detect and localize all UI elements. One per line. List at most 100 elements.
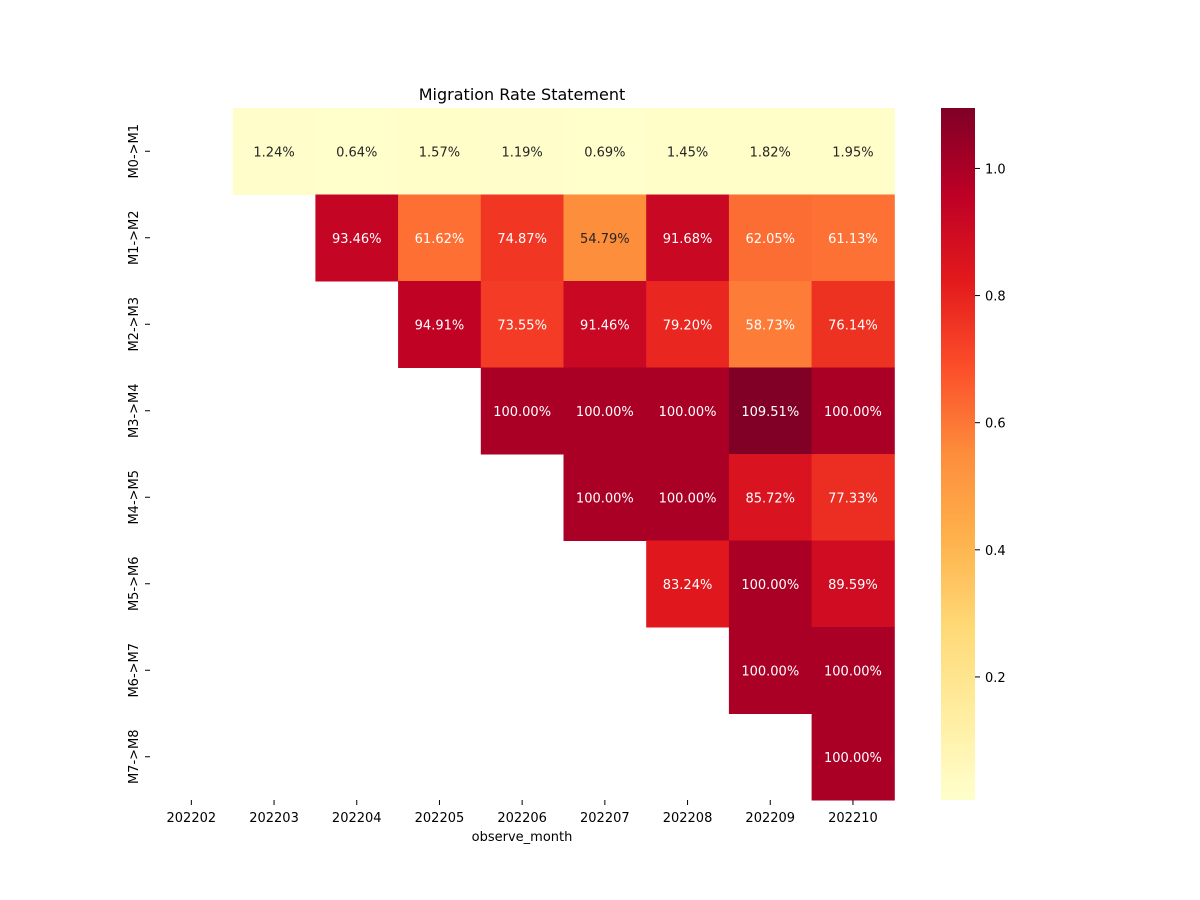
- cell-annotation: 77.33%: [828, 491, 878, 506]
- cell-annotation: 74.87%: [497, 232, 547, 247]
- heatmap-cell: [563, 194, 647, 282]
- y-tick-label: M5->M6: [127, 556, 142, 611]
- heatmap-cell: [398, 281, 482, 368]
- cell-annotation: 100.00%: [824, 751, 882, 766]
- heatmap-cell: [646, 540, 730, 628]
- heatmap-cells: [232, 108, 895, 801]
- cell-annotation: 1.57%: [419, 145, 460, 160]
- heatmap-cell: [811, 194, 895, 282]
- heatmap-cell: [480, 367, 564, 455]
- x-tick-label: 202207: [580, 811, 630, 826]
- cell-annotation: 89.59%: [828, 578, 878, 593]
- x-tick-label: 202206: [497, 811, 547, 826]
- heatmap-cell: [811, 281, 895, 368]
- colorbar: [941, 108, 975, 800]
- cell-annotation: 100.00%: [824, 664, 882, 679]
- heatmap-cell: [315, 108, 399, 195]
- colorbar-tick-label: 0.4: [985, 544, 1006, 559]
- heatmap-cell: [728, 540, 813, 628]
- x-tick-label: 202209: [745, 811, 795, 826]
- heatmap-cell: [398, 108, 482, 195]
- cell-annotation: 100.00%: [824, 405, 882, 420]
- cell-annotation: 94.91%: [415, 318, 465, 333]
- cell-annotation: 1.95%: [832, 145, 873, 160]
- cell-annotation: 93.46%: [332, 232, 382, 247]
- y-tick-label: M3->M4: [127, 383, 142, 438]
- cell-annotation: 100.00%: [741, 578, 799, 593]
- heatmap-cell: [728, 194, 813, 282]
- x-tick-label: 202208: [663, 811, 713, 826]
- y-tick-label: M0->M1: [127, 124, 142, 179]
- heatmap-cell: [563, 108, 647, 195]
- heatmap-cell: [728, 281, 813, 368]
- cell-annotation: 54.79%: [580, 232, 630, 247]
- cell-annotation: 100.00%: [659, 405, 717, 420]
- cell-annotation: 1.24%: [253, 145, 294, 160]
- cell-annotation: 91.46%: [580, 318, 630, 333]
- heatmap-cell: [728, 367, 813, 455]
- heatmap-cell: [811, 108, 895, 195]
- cell-annotation: 1.45%: [667, 145, 708, 160]
- heatmap-cell: [811, 713, 895, 801]
- cell-annotation: 1.19%: [501, 145, 542, 160]
- y-tick-label: M6->M7: [127, 643, 142, 698]
- heatmap-cell: [646, 367, 730, 455]
- heatmap-cell: [563, 367, 647, 455]
- heatmap-cell: [646, 454, 730, 541]
- cell-annotation: 0.64%: [336, 145, 377, 160]
- colorbar-tick-label: 0.6: [985, 417, 1006, 432]
- heatmap-cell: [480, 194, 564, 282]
- heatmap-cell: [315, 194, 399, 282]
- cell-annotation: 100.00%: [576, 405, 634, 420]
- cell-annotation: 62.05%: [745, 232, 795, 247]
- colorbar-tick-label: 0.8: [985, 290, 1006, 305]
- heatmap-cell: [811, 540, 895, 628]
- heatmap-cell: [811, 454, 895, 541]
- heatmap-cell: [563, 454, 647, 541]
- cell-annotation: 100.00%: [493, 405, 551, 420]
- heatmap-cell: [646, 108, 730, 195]
- y-tick-label: M1->M2: [127, 210, 142, 265]
- y-tick-label: M2->M3: [127, 297, 142, 352]
- cell-annotation: 1.82%: [750, 145, 791, 160]
- heatmap-cell: [811, 367, 895, 455]
- cell-annotation: 73.55%: [497, 318, 547, 333]
- cell-annotation: 61.13%: [828, 232, 878, 247]
- heatmap-cell: [232, 108, 316, 195]
- x-tick-label: 202210: [828, 811, 878, 826]
- heatmap-cell: [646, 281, 730, 368]
- chart-title: Migration Rate Statement: [419, 85, 626, 104]
- cell-annotation: 100.00%: [576, 491, 634, 506]
- cell-annotation: 79.20%: [663, 318, 713, 333]
- x-axis: 202202 202203 202204 202205 202206 202207 2022…: [167, 800, 878, 826]
- cell-annotation: 58.73%: [745, 318, 795, 333]
- cell-annotation: 100.00%: [659, 491, 717, 506]
- heatmap-cell: [480, 108, 564, 195]
- y-tick-label: M4->M5: [127, 470, 142, 525]
- cell-annotation: 100.00%: [741, 664, 799, 679]
- x-axis-label: observe_month: [472, 830, 573, 845]
- heatmap-cell: [728, 627, 813, 714]
- heatmap-cell: [563, 281, 647, 368]
- heatmap-cell: [646, 194, 730, 282]
- cell-annotation: 85.72%: [745, 491, 795, 506]
- cell-annotation: 0.69%: [584, 145, 625, 160]
- cell-annotation: 76.14%: [828, 318, 878, 333]
- cell-annotation: 91.68%: [663, 232, 713, 247]
- colorbar-tick-label: 0.2: [985, 671, 1006, 686]
- heatmap-cell: [728, 108, 813, 195]
- x-tick-label: 202203: [249, 811, 299, 826]
- heatmap-cell: [480, 281, 564, 368]
- y-axis: M0->M1 M1->M2 M2->M3 M3->M4 M4->M5 M5->M6 M6->…: [127, 124, 150, 784]
- colorbar-tick-label: 1.0: [985, 162, 1006, 177]
- cell-annotation: 109.51%: [741, 405, 799, 420]
- x-tick-label: 202202: [167, 811, 217, 826]
- colorbar-ticks: 0.2 0.4 0.6 0.8 1.0: [975, 162, 1006, 686]
- x-tick-label: 202205: [415, 811, 465, 826]
- cell-annotation: 61.62%: [415, 232, 465, 247]
- heatmap-cell: [398, 194, 482, 282]
- x-tick-label: 202204: [332, 811, 382, 826]
- heatmap-cell: [728, 454, 813, 541]
- cell-annotations: 1.24% 0.64% 1.57% 1.19% 0.69% 1.45% 1.82% 1.95%…: [253, 145, 881, 766]
